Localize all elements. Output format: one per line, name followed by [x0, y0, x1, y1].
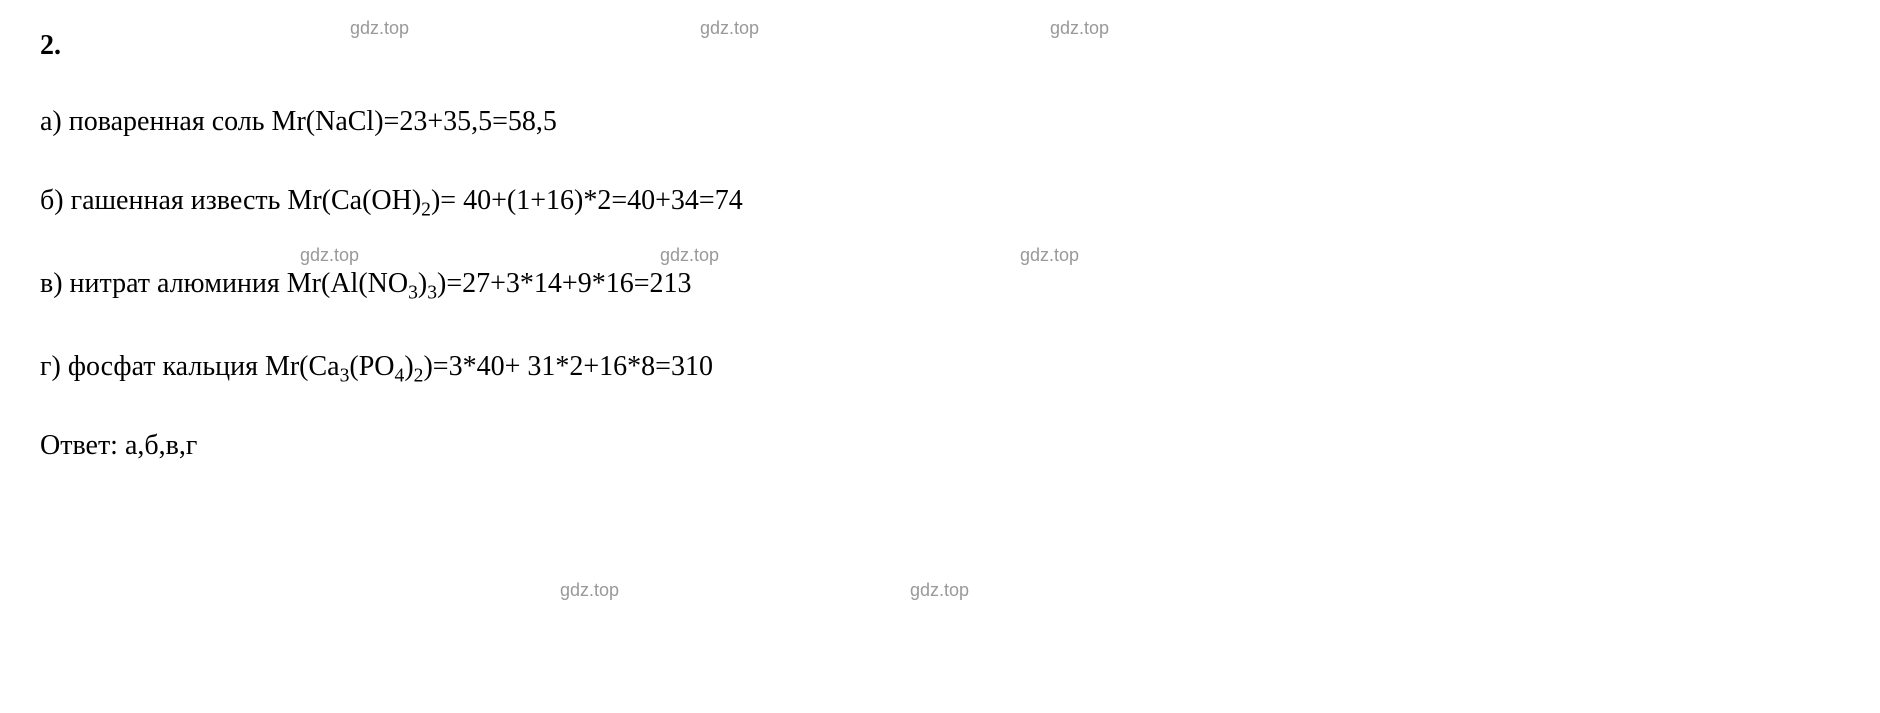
line-d: г) фосфат кальция Mr(Ca3(PO4)2)=3*40+ 31… — [40, 347, 1840, 390]
label-d: г) — [40, 351, 61, 382]
label-c: в) — [40, 268, 63, 299]
sub-c2: 3 — [427, 283, 437, 304]
name-c: нитрат алюминия — [70, 268, 280, 299]
calc-b: 40+(1+16)*2=40+34=74 — [456, 185, 743, 216]
calc-c: 27+3*14+9*16=213 — [462, 268, 691, 299]
formula-c-prefix: Mr(Al(NO — [287, 268, 408, 299]
calc-a: 23+35,5=58,5 — [399, 106, 557, 137]
formula-b-suffix: )= — [431, 185, 456, 216]
formula-d-mid2: ) — [404, 351, 413, 382]
answer-line: Ответ: а,б,в,г — [40, 430, 1840, 462]
formula-d-prefix: Mr(Ca — [265, 351, 340, 382]
calc-d: 3*40+ 31*2+16*8=310 — [449, 351, 713, 382]
name-b: гашенная известь — [71, 185, 281, 216]
formula-d-suffix: )= — [423, 351, 448, 382]
formula-c-suffix: )= — [437, 268, 462, 299]
answer-value: а,б,в,г — [125, 430, 197, 461]
watermark: gdz.top — [660, 245, 719, 266]
formula-c-mid: ) — [418, 268, 427, 299]
label-a: а) — [40, 106, 62, 137]
watermark: gdz.top — [910, 580, 969, 601]
formula-b-prefix: Mr(Ca(OH) — [287, 185, 421, 216]
watermark: gdz.top — [560, 580, 619, 601]
sub-d1: 3 — [340, 366, 350, 387]
sub-c1: 3 — [408, 283, 418, 304]
name-a: поваренная соль — [69, 106, 265, 137]
answer-label: Ответ: — [40, 430, 118, 461]
sub-b1: 2 — [421, 200, 431, 221]
formula-a: Mr(NaCl)= — [272, 106, 400, 137]
line-a: а) поваренная соль Mr(NaCl)=23+35,5=58,5 — [40, 102, 1840, 141]
sub-d2: 4 — [395, 366, 405, 387]
label-b: б) — [40, 185, 64, 216]
problem-number: 2. — [40, 30, 1840, 62]
line-c: в) нитрат алюминия Mr(Al(NO3)3)=27+3*14+… — [40, 264, 1840, 307]
sub-d3: 2 — [414, 366, 424, 387]
line-b: б) гашенная известь Mr(Ca(OH)2)= 40+(1+1… — [40, 181, 1840, 224]
name-d: фосфат кальция — [68, 351, 258, 382]
watermark: gdz.top — [1020, 245, 1079, 266]
watermark: gdz.top — [300, 245, 359, 266]
formula-d-mid1: (PO — [349, 351, 394, 382]
